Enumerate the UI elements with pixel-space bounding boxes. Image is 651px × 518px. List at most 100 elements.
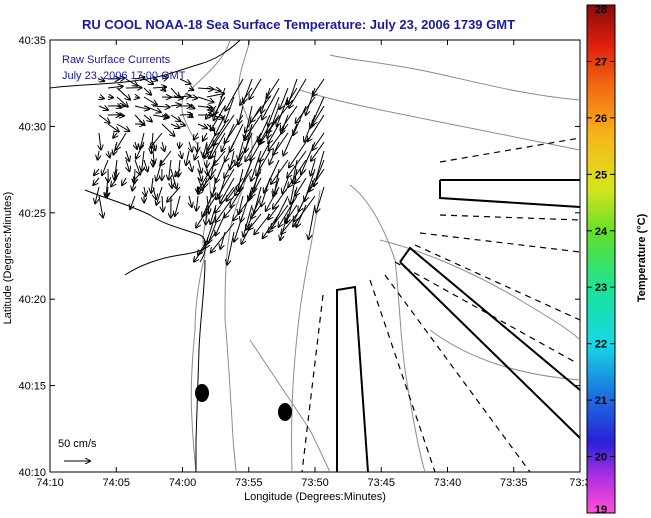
current-vector [273,177,280,196]
current-vector [207,123,226,153]
current-vector [196,195,198,211]
current-vector [189,195,192,207]
current-vector [144,186,146,196]
current-vector [293,195,316,226]
current-vector [311,159,316,176]
current-vector [289,141,307,167]
current-vector [116,87,130,100]
hudson-canyon-west [291,189,321,473]
current-vector [249,78,262,99]
current-vector [143,105,161,112]
glider-tracks [336,179,581,473]
current-vector [125,78,137,86]
current-vector [175,168,180,176]
current-vector [189,106,194,108]
current-vector [311,141,325,161]
current-vector [289,78,307,108]
current-vector [99,97,104,99]
current-vector [198,159,201,173]
current-vector [224,114,244,143]
current-vector [262,87,280,119]
plot-area [49,39,581,473]
current-vector [161,78,168,79]
current-vector [169,159,171,180]
colorbar-tick-label: 22 [595,339,607,351]
colorbar-tick-label: 26 [595,113,607,125]
colorbar-tick-label: 24 [595,226,608,238]
current-vector [179,114,192,115]
current-vector [268,204,289,232]
current-vector [243,204,253,236]
x-tick-label: 74:05 [102,477,130,489]
current-vector [116,168,117,177]
colorbar-ticks: 28 27 26 25 24 23 22 21 20 19 [587,4,615,516]
current-vector [116,115,124,116]
x-tick-label: 73:35 [500,477,528,489]
x-tick-label: 74:10 [36,477,64,489]
current-vector [295,96,316,123]
current-vector [240,87,253,105]
current-vector [133,168,145,181]
scale-label: 50 cm/s [58,438,97,450]
glider-track-north [439,179,581,208]
current-vector [180,150,182,158]
y-tick-label: 40:35 [18,35,46,47]
current-vector [189,88,193,90]
current-vector [134,77,144,79]
current-vector [220,177,235,203]
station-marker [195,384,209,402]
current-vector [134,106,149,109]
current-vector [235,168,253,195]
current-vector [150,132,163,148]
current-vector [285,204,298,223]
current-vector [140,132,145,149]
current-vector [313,78,325,96]
current-vector [167,186,181,202]
y-tick-label: 40:10 [18,467,46,479]
current-vector [179,141,180,148]
current-vector [170,105,180,106]
current-vector [288,159,307,187]
shelf-contour-east [429,329,581,381]
current-vector [170,114,180,121]
current-vector [214,96,226,114]
current-vector [189,115,193,117]
current-vector [206,94,224,98]
colorbar-tick-label: 19 [595,504,607,516]
station-marker [278,403,292,421]
current-vector [235,150,244,165]
current-vector [256,150,271,175]
current-vector [295,177,307,196]
current-vector [143,114,152,122]
current-vector [126,159,129,171]
y-tick-label: 40:15 [18,381,46,393]
hudson-canyon-east [349,184,426,473]
current-vector [99,79,104,81]
current-vector [307,114,325,141]
currents-annotation-line2: July 23, 2006 17:00 GMT [62,70,186,82]
current-vector [224,159,235,178]
current-vector [175,195,181,216]
current-vector [202,186,217,217]
current-vector [161,123,174,136]
x-tick-label: 73:50 [301,477,329,489]
current-vector [266,78,280,98]
x-tick-label: 73:40 [434,477,462,489]
current-vector [160,150,172,165]
current-vector [170,124,180,128]
current-vector [244,114,262,140]
current-vector [189,141,192,152]
current-vector [102,159,109,175]
current-vector [215,186,235,213]
map-title: RU COOL NOAA-18 Sea Surface Temperature:… [82,17,516,32]
current-vector [282,177,289,193]
x-axis: 74:10 74:05 74:00 73:55 73:50 73:45 73:40 73:35… [36,40,591,489]
current-vector [117,106,121,108]
current-vector [136,141,145,159]
current-vector [142,150,144,171]
current-vector [143,96,157,105]
current-vector [153,79,157,80]
current-vector [216,159,226,182]
current-vector [107,186,108,197]
